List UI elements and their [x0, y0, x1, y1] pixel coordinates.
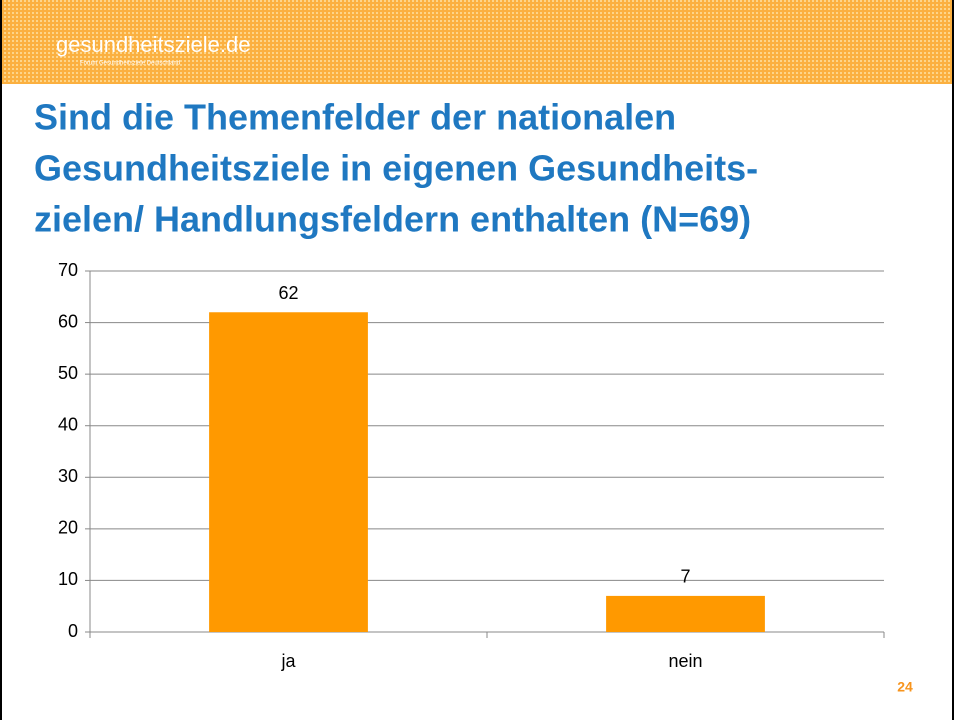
y-tick-label: 20 [58, 518, 78, 538]
y-tick-label: 10 [58, 569, 78, 589]
title-line: zielen/ Handlungsfeldern enthalten (N=69… [34, 199, 751, 240]
y-tick-label: 30 [58, 466, 78, 486]
bar [606, 595, 765, 632]
x-tick-label: ja [280, 651, 296, 671]
y-tick-label: 70 [58, 260, 78, 280]
data-label: 62 [278, 283, 298, 303]
y-tick-label: 40 [58, 414, 78, 434]
x-tick-label: nein [668, 651, 702, 671]
bar [209, 312, 368, 632]
title-line: Sind die Themenfelder der nationalen [34, 97, 676, 138]
logo: gesundheitsziele.de [56, 32, 250, 57]
header-band [0, 0, 954, 84]
y-tick-label: 60 [58, 311, 78, 331]
title-line: Gesundheitsziele in eigenen Gesundheits- [34, 148, 758, 189]
y-tick-label: 0 [68, 621, 78, 641]
y-tick-label: 50 [58, 363, 78, 383]
data-label: 7 [680, 567, 690, 587]
page-number: 24 [897, 679, 913, 695]
logo-subtitle: Forum Gesundheitsziele Deutschland [80, 61, 180, 67]
